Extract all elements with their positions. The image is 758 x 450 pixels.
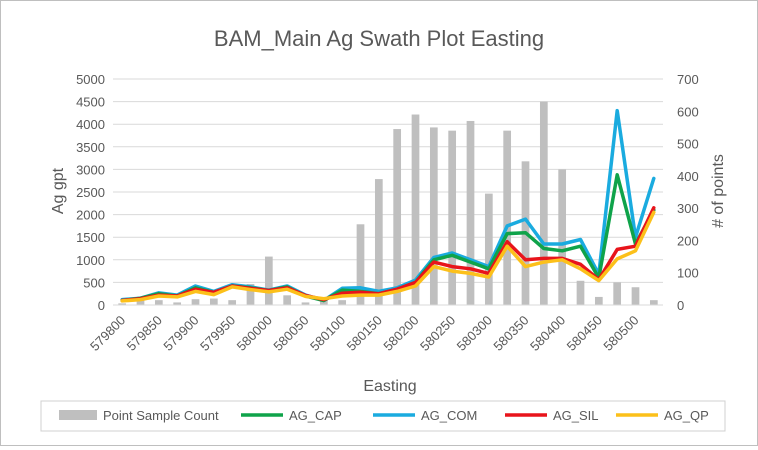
legend-label: AG_CAP <box>289 408 342 423</box>
series-line-ag-com <box>120 108 656 303</box>
y-right-tick-label: 100 <box>677 266 699 281</box>
bar <box>539 101 548 305</box>
series-line-ag-qp <box>120 210 656 303</box>
legend-label: AG_SIL <box>553 408 599 423</box>
x-tick-label: 579800 <box>87 313 128 354</box>
y-axis-left-label: Ag gpt <box>50 167 67 214</box>
bar <box>594 296 603 305</box>
gridlines <box>113 78 663 306</box>
y-right-tick-label: 500 <box>677 137 699 152</box>
bar <box>649 300 658 305</box>
bar <box>173 302 182 305</box>
x-tick-label: 580150 <box>344 313 385 354</box>
y-left-tick-label: 4500 <box>76 95 105 110</box>
legend-swatch <box>59 410 97 420</box>
bar <box>356 224 365 305</box>
y-left-tick-label: 500 <box>83 275 105 290</box>
x-tick-label: 579850 <box>124 313 165 354</box>
bar <box>191 299 200 305</box>
bar <box>283 295 292 305</box>
bar <box>613 282 622 305</box>
bar <box>154 300 163 305</box>
bar <box>411 114 420 305</box>
bar <box>374 179 383 305</box>
x-tick-label: 580400 <box>527 313 568 354</box>
y-left-tick-label: 0 <box>98 298 105 313</box>
bar <box>448 130 457 305</box>
bar <box>118 303 127 305</box>
y-left-tick-label: 2500 <box>76 185 105 200</box>
x-axis-label: Easting <box>363 378 416 395</box>
bar <box>484 193 493 305</box>
legend-label: Point Sample Count <box>103 408 219 423</box>
x-tick-label: 580200 <box>380 313 421 354</box>
y-left-tick-label: 3500 <box>76 140 105 155</box>
bar <box>301 302 310 305</box>
x-tick-label: 580050 <box>270 313 311 354</box>
y-left-tick-label: 1000 <box>76 253 105 268</box>
x-tick-label: 580300 <box>454 313 495 354</box>
y-left-tick-label: 4000 <box>76 117 105 132</box>
bar <box>264 256 273 305</box>
x-tick-label: 579900 <box>160 313 201 354</box>
x-tick-label: 580500 <box>600 313 641 354</box>
legend-label: AG_COM <box>421 408 477 423</box>
y-left-tick-label: 3000 <box>76 162 105 177</box>
x-tick-label: 580450 <box>564 313 605 354</box>
bar <box>338 300 347 305</box>
line-series-layer <box>120 108 656 303</box>
y-right-tick-label: 200 <box>677 233 699 248</box>
bar <box>246 284 255 305</box>
bar <box>393 129 402 305</box>
x-tick-label: 579950 <box>197 313 238 354</box>
y-right-tick-label: 400 <box>677 169 699 184</box>
y-left-tick-label: 5000 <box>76 72 105 87</box>
bar <box>503 130 512 305</box>
y-left-tick-label: 1500 <box>76 230 105 245</box>
legend-label: AG_QP <box>664 408 709 423</box>
legend: Point Sample Count AG_CAP AG_COM AG_SIL AG_Q… <box>59 408 709 423</box>
chart-title: BAM_Main Ag Swath Plot Easting <box>214 26 544 51</box>
y-right-tick-label: 300 <box>677 201 699 216</box>
x-tick-label: 580350 <box>490 313 531 354</box>
x-tick-label: 580250 <box>417 313 458 354</box>
bar-series-layer <box>118 101 658 305</box>
y-left-tick-label: 2000 <box>76 208 105 223</box>
y-right-tick-label: 600 <box>677 104 699 119</box>
x-tick-label: 580000 <box>234 313 275 354</box>
y-right-tick-label: 0 <box>677 298 684 313</box>
bar <box>136 300 145 305</box>
bar <box>576 280 585 305</box>
bar <box>319 300 328 305</box>
bar <box>429 127 438 305</box>
bar <box>209 298 218 305</box>
bar <box>558 169 567 305</box>
y-right-tick-label: 700 <box>677 72 699 87</box>
y-axis-right-label: # of points <box>710 154 727 228</box>
bar <box>228 300 237 305</box>
bar <box>631 287 640 305</box>
x-tick-label: 580100 <box>307 313 348 354</box>
bar <box>466 120 475 305</box>
